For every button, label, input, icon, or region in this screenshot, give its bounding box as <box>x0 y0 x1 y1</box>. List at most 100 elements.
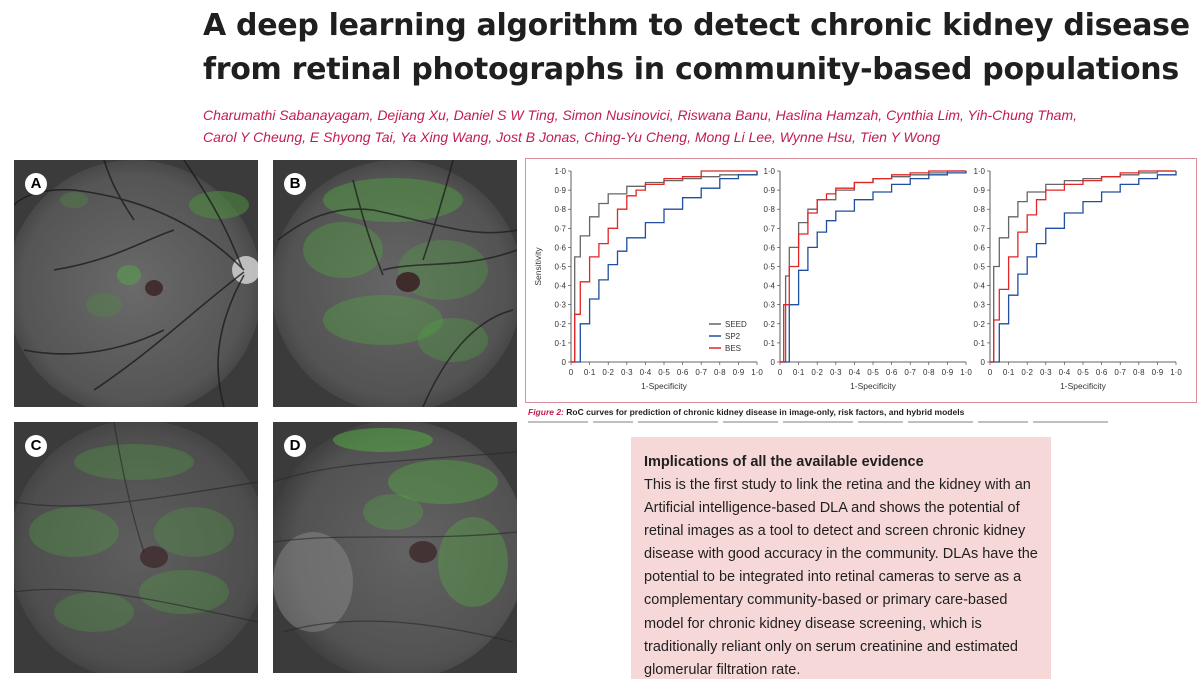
roc-curve-bes <box>571 170 757 363</box>
y-tick-label: 1·0 <box>763 167 775 176</box>
x-tick-label: 0 <box>569 368 574 377</box>
y-tick-label: 0·3 <box>973 301 985 310</box>
retinal-panel-c: C <box>14 422 258 673</box>
retinal-photo-d <box>273 422 517 673</box>
roc-curve-sp2 <box>571 171 758 363</box>
x-tick-label: 0·4 <box>640 368 652 377</box>
y-tick-label: 0·7 <box>554 224 566 233</box>
x-tick-label: 0·5 <box>1077 368 1089 377</box>
x-tick-label: 0·8 <box>714 368 726 377</box>
x-tick-label: 0·1 <box>584 368 596 377</box>
implications-heading: Implications of all the available eviden… <box>644 454 924 470</box>
y-tick-label: 0·1 <box>554 339 566 348</box>
y-tick-label: 0·1 <box>973 339 985 348</box>
y-tick-label: 0·9 <box>763 186 775 195</box>
x-tick-label: 0·8 <box>923 368 935 377</box>
x-tick-label: 0·3 <box>830 368 842 377</box>
y-tick-label: 0 <box>562 358 567 367</box>
y-axis-label: Sensitivity <box>533 247 543 286</box>
x-tick-label: 1·0 <box>1170 368 1182 377</box>
roc-curve-sp2 <box>780 171 967 363</box>
roc-plot-3: 00 0·1 0·1 0·2 0·2 0·3 0·3 0·4 0·4 0·5 0·5 0·6 0·6 0·… <box>973 167 1182 391</box>
implications-line: retinal images as a tool to detect and s… <box>644 523 1026 540</box>
panel-label: C <box>25 435 47 457</box>
roc-plot-2: 00 0·1 0·1 0·2 0·2 0·3 0·3 0·4 0·4 0·5 0·5 0·6 0·6 0·… <box>763 167 972 391</box>
x-tick-label: 0 <box>988 368 993 377</box>
x-axis-label: 1-Specificity <box>1060 381 1107 391</box>
author-line: Carol Y Cheung, E Shyong Tai, Ya Xing Wa… <box>203 128 941 145</box>
implications-box: Implications of all the available eviden… <box>631 437 1051 679</box>
figure-caption-text: RoC curves for prediction of chronic kid… <box>566 407 965 417</box>
y-tick-label: 0·5 <box>554 263 566 272</box>
retinal-photo-a <box>14 160 258 407</box>
y-tick-label: 0·3 <box>554 301 566 310</box>
panel-label: D <box>284 435 306 457</box>
y-tick-label: 0·8 <box>973 205 985 214</box>
y-tick-label: 0·5 <box>973 263 985 272</box>
figure-caption-label: Figure 2: <box>528 407 564 417</box>
x-tick-label: 1·0 <box>751 368 763 377</box>
cropped-text-line <box>528 421 1188 424</box>
y-tick-label: 1·0 <box>554 167 566 176</box>
retinal-photo-c <box>14 422 258 673</box>
y-tick-label: 0·3 <box>763 301 775 310</box>
implications-line: glomerular filtration rate. <box>644 661 801 678</box>
implications-line: This is the first study to link the reti… <box>644 477 1031 493</box>
retinal-photo-b <box>273 160 517 407</box>
x-tick-label: 0·2 <box>602 368 614 377</box>
y-tick-label: 0·7 <box>763 224 775 233</box>
x-tick-label: 0·6 <box>677 368 689 377</box>
retinal-image-grid: A B <box>14 160 517 673</box>
y-tick-label: 0·8 <box>763 205 775 214</box>
x-tick-label: 0·6 <box>886 368 898 377</box>
y-tick-label: 0 <box>771 358 776 367</box>
x-tick-label: 0·2 <box>1021 368 1033 377</box>
x-tick-label: 0·6 <box>1096 368 1108 377</box>
author-list: Charumathi Sabanayagam, Dejiang Xu, Dani… <box>203 105 1133 148</box>
x-tick-label: 0·1 <box>793 368 805 377</box>
implications-text: This is the first study to link the reti… <box>644 474 1051 682</box>
y-tick-label: 0·4 <box>554 282 566 291</box>
title-line: from retinal photographs in community-ba… <box>203 52 1179 87</box>
y-tick-label: 0·4 <box>973 282 985 291</box>
roc-curve-seed <box>990 170 1176 363</box>
y-tick-label: 0·7 <box>973 224 985 233</box>
author-line: Charumathi Sabanayagam, Dejiang Xu, Dani… <box>203 107 1077 123</box>
x-axis-label: 1-Specificity <box>850 381 897 391</box>
y-tick-label: 0·4 <box>763 282 775 291</box>
roc-curve-bes <box>990 170 1176 363</box>
x-tick-label: 1·0 <box>960 368 972 377</box>
x-tick-label: 0·5 <box>658 368 670 377</box>
x-tick-label: 0·5 <box>867 368 879 377</box>
x-axis-label: 1-Specificity <box>641 381 688 391</box>
x-tick-label: 0·4 <box>849 368 861 377</box>
legend-label: BES <box>725 344 741 353</box>
legend-label: SP2 <box>725 332 741 341</box>
y-tick-label: 0·5 <box>763 263 775 272</box>
x-tick-label: 0·4 <box>1059 368 1071 377</box>
article-title: A deep learning algorithm to detect chro… <box>203 4 1190 92</box>
figure-caption: Figure 2: RoC curves for prediction of c… <box>528 407 1198 417</box>
x-tick-label: 0·3 <box>1040 368 1052 377</box>
retinal-panel-b: B <box>273 160 517 407</box>
y-tick-label: 0·9 <box>973 186 985 195</box>
x-tick-label: 0·2 <box>811 368 823 377</box>
roc-plot-1: 00 0·1 0·1 0·2 0·2 0·3 0·3 0·4 0·4 0·5 0·5 0·6 0·6 0·… <box>533 167 763 391</box>
x-tick-label: 0·8 <box>1133 368 1145 377</box>
x-tick-label: 0·9 <box>733 368 745 377</box>
implications-line: Artificial intelligence-based DLA and sh… <box>644 500 1020 517</box>
roc-curve-sp2 <box>990 171 1177 363</box>
roc-curve-seed <box>780 170 966 363</box>
y-tick-label: 0·2 <box>763 320 775 329</box>
y-tick-label: 0·2 <box>973 320 985 329</box>
implications-line: complementary community-based or primary… <box>644 592 1008 609</box>
x-tick-label: 0·3 <box>621 368 633 377</box>
retinal-panel-d: D <box>273 422 517 673</box>
roc-figure: 0 0 0·1 0·1 0·2 0·2 0·3 0·3 0·4 0·4 0·5 0·5 0·6 0·6 0·… <box>525 158 1197 403</box>
x-tick-label: 0 <box>778 368 783 377</box>
y-tick-label: 0 <box>981 358 986 367</box>
y-tick-label: 0·8 <box>554 205 566 214</box>
roc-curve-bes <box>780 170 966 363</box>
y-tick-label: 0·1 <box>763 339 775 348</box>
y-tick-label: 0·6 <box>973 243 985 252</box>
